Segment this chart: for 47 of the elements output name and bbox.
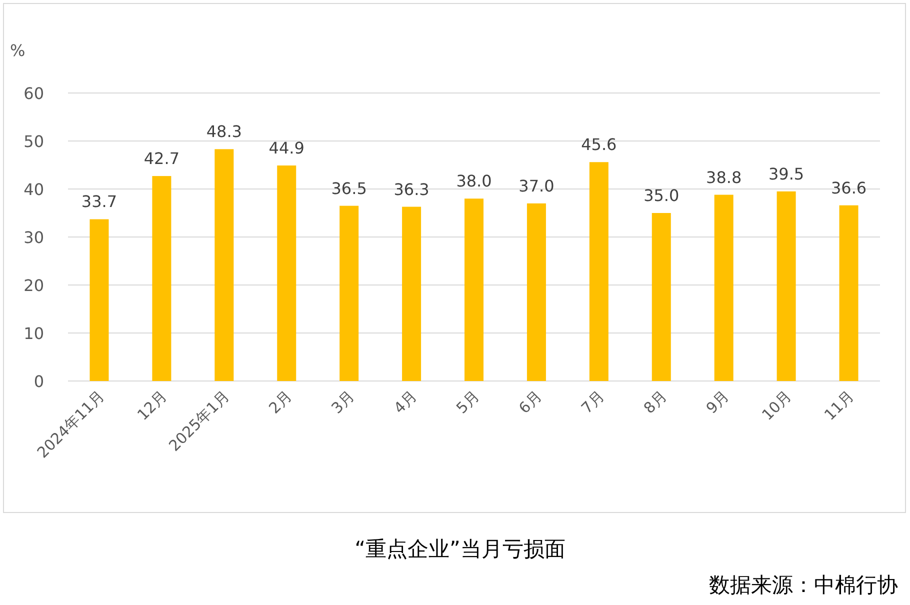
bar: [90, 219, 109, 381]
source-note: 数据来源：中棉行协: [709, 573, 898, 597]
y-tick-label: 20: [24, 276, 44, 295]
bar: [402, 206, 422, 381]
data-label: 38.8: [706, 168, 742, 187]
y-tick-label: 0: [34, 372, 44, 391]
bar: [214, 149, 234, 381]
y-tick-label: 30: [24, 228, 44, 247]
y-axis-title: %: [10, 41, 26, 60]
data-label: 39.5: [768, 164, 804, 184]
bar: [340, 206, 359, 381]
y-tick-label: 50: [24, 132, 44, 151]
bar: [652, 213, 671, 381]
bar: [776, 191, 796, 381]
x-tick-label: 6月: [515, 387, 546, 418]
data-label: 36.6: [830, 178, 867, 198]
bar: [526, 203, 546, 381]
data-label: 38.0: [456, 172, 492, 191]
bar: [152, 176, 172, 381]
bar: [589, 162, 608, 381]
data-label: 36.3: [394, 180, 430, 199]
data-label: 45.6: [581, 135, 617, 154]
x-tick-label: 2月: [265, 387, 296, 418]
bar: [714, 194, 734, 381]
x-tick-label: 10月: [758, 387, 796, 424]
x-tick-label: 4月: [390, 387, 420, 418]
data-label: 35.0: [644, 186, 680, 205]
y-tick-label: 10: [24, 324, 44, 343]
bar: [839, 205, 858, 381]
text: “重点企业”当月亏损面: [354, 537, 566, 561]
x-tick-label: 12月: [134, 387, 171, 424]
data-label: 42.7: [144, 149, 180, 168]
x-tick-label: 11月: [820, 387, 858, 424]
data-label: 36.5: [331, 178, 367, 198]
y-tick-label: 60: [24, 84, 44, 103]
data-label: 48.3: [206, 122, 242, 142]
data-label: 37.0: [518, 176, 554, 196]
data-label: 44.9: [268, 138, 304, 158]
x-tick-label: 8月: [640, 387, 670, 418]
x-tick-label: 5月: [452, 387, 483, 418]
x-tick-label: 3月: [328, 387, 358, 418]
data-label: 33.7: [81, 192, 118, 212]
x-tick-label: 9月: [702, 387, 733, 418]
bar: [277, 165, 296, 381]
x-tick-label: 7月: [578, 387, 608, 418]
bar: [464, 198, 484, 381]
y-tick-label: 40: [24, 180, 44, 199]
